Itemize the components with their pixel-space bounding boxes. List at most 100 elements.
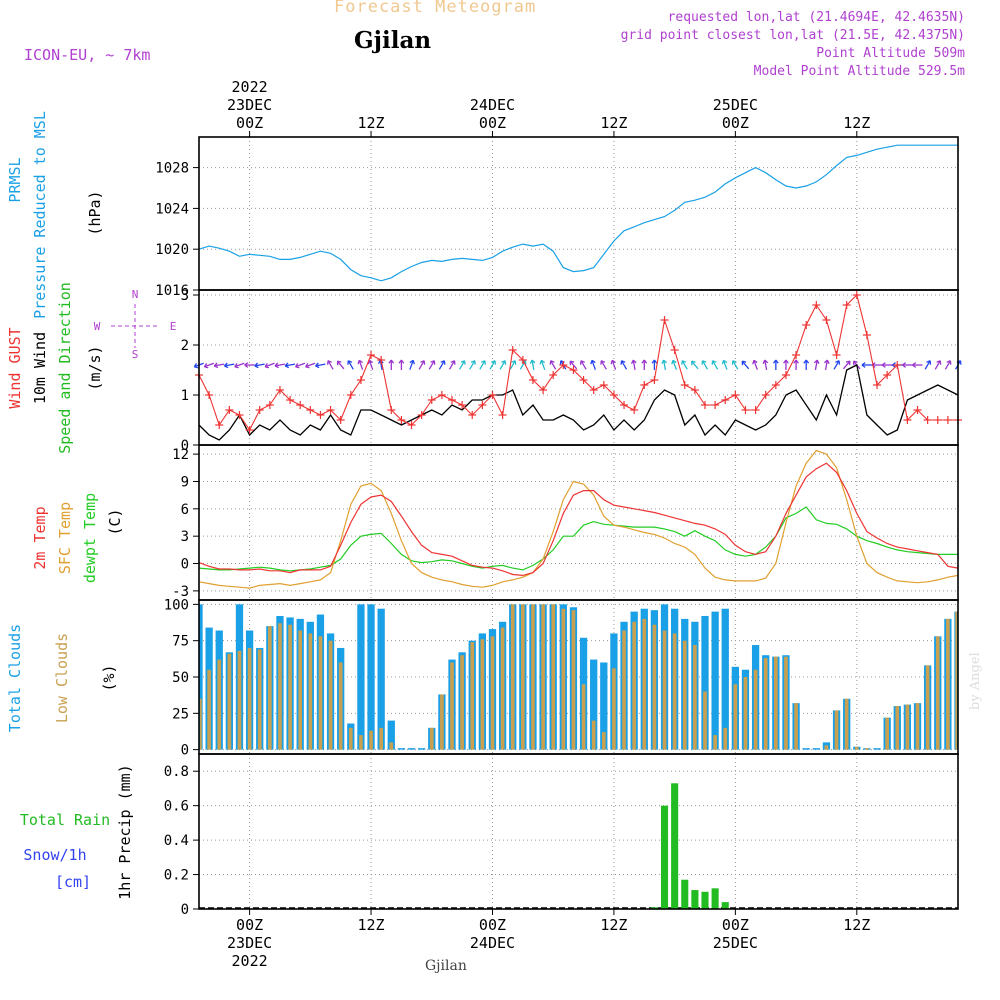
- low-clouds-bar: [794, 703, 798, 750]
- low-clouds-bar: [348, 727, 353, 750]
- bottom-time-label: 12Z: [843, 916, 870, 934]
- low-clouds-bar: [521, 604, 525, 750]
- low-clouds-bar: [824, 745, 829, 750]
- wind-direction-shaft: [934, 360, 941, 370]
- wind-gust-marker: [367, 351, 376, 359]
- wind-direction-arrow: [529, 359, 536, 371]
- wind-direction-shaft: [663, 359, 667, 371]
- pressure-line: [198, 144, 958, 282]
- total-clouds-label: Total Clouds: [6, 624, 24, 732]
- wind-gust-marker: [579, 376, 588, 384]
- wind-direction-shaft: [448, 360, 456, 370]
- low-clouds-bar: [652, 624, 657, 750]
- ytick-label: 25: [172, 706, 189, 722]
- wind-direction-head: [653, 359, 658, 364]
- panel-5: 0 0.2 0.4 0.6 0.8: [164, 754, 958, 918]
- wind-direction-arrow: [469, 360, 476, 370]
- wind-direction-head: [234, 363, 238, 368]
- wind-direction-arrow: [590, 359, 597, 370]
- ytick-label: 0: [181, 902, 189, 918]
- wind-gust-marker: [387, 406, 396, 414]
- sfc-temp-line: [198, 449, 959, 589]
- wind-gust-marker: [549, 371, 558, 379]
- wind-direction-head: [775, 359, 779, 364]
- total-clouds-bar: [407, 748, 416, 750]
- wind-direction-shaft: [824, 359, 828, 371]
- rain-bar: [681, 879, 689, 909]
- wind-direction-shaft: [234, 362, 245, 368]
- wind-direction-arrow: [569, 360, 578, 370]
- bottom-time-label: 00Z: [479, 916, 506, 934]
- wind-direction-arrow: [833, 360, 841, 370]
- low-clouds-bar: [713, 735, 717, 750]
- wind-direction-head: [795, 359, 799, 364]
- compass-rose: N W E S: [94, 288, 177, 361]
- wind-direction-head: [663, 359, 667, 364]
- top-time-label: 24DEC: [470, 96, 515, 114]
- wind-direction-shaft: [591, 360, 597, 370]
- wind-direction-arrow: [610, 359, 617, 370]
- wind-direction-arrow: [813, 359, 820, 371]
- wind-direction-shaft: [814, 359, 818, 371]
- wind-direction-arrow: [731, 360, 739, 370]
- wind-direction-shaft: [285, 363, 296, 367]
- wind-gust-marker: [417, 411, 426, 419]
- wind-direction-shaft: [600, 360, 607, 370]
- wind-direction-shaft: [358, 360, 364, 370]
- low-clouds-bar: [217, 659, 222, 750]
- wind-gust-marker: [508, 346, 517, 354]
- top-time-label: 12Z: [357, 114, 384, 132]
- wind-direction-arrow: [213, 362, 225, 369]
- wind-direction-arrow: [783, 359, 789, 370]
- wind-direction-head: [621, 360, 626, 363]
- ytick-label: 1020: [155, 242, 189, 258]
- header-requested: requested lon,lat (21.4694E, 42.4635N): [667, 10, 965, 25]
- wind-direction-head: [881, 362, 886, 366]
- wind-direction-arrow: [305, 362, 316, 369]
- precip-unit: 1hr Precip (mm): [116, 764, 134, 899]
- wind-direction-shaft: [632, 359, 636, 371]
- low-clouds-bar: [429, 727, 434, 750]
- wind-direction-arrow: [489, 360, 497, 370]
- compass-s: S: [132, 348, 139, 361]
- wind-direction-head: [691, 360, 696, 363]
- ytick-label: 0: [181, 438, 189, 454]
- wind-direction-shaft: [509, 360, 516, 370]
- wind-direction-shaft: [701, 360, 709, 370]
- ytick-label: 1: [181, 388, 189, 404]
- low-clouds-bar: [946, 618, 950, 750]
- wind-direction-head: [284, 362, 289, 367]
- temp-unit: (C): [106, 508, 124, 535]
- wind-direction-head: [785, 359, 789, 364]
- low-clouds-label: Low Clouds: [53, 633, 71, 723]
- wind-direction-shaft: [469, 360, 476, 370]
- low-clouds-bar: [561, 608, 566, 750]
- wind-direction-head: [861, 362, 866, 366]
- ytick-label: 50: [172, 670, 189, 686]
- wind-gust-marker: [751, 406, 760, 414]
- wind-direction-shaft: [274, 363, 285, 367]
- wind-direction-arrow: [641, 359, 648, 370]
- low-clouds-bar: [298, 630, 303, 750]
- wind-direction-arrow: [691, 360, 699, 370]
- low-clouds-bar: [237, 650, 242, 750]
- wind-direction-arrow: [620, 360, 628, 370]
- low-clouds-bar: [571, 610, 576, 750]
- wind-gust-marker: [690, 386, 699, 394]
- total-clouds-bar: [721, 608, 729, 750]
- wind-direction-arrow: [772, 359, 779, 370]
- low-clouds-bar: [257, 649, 262, 750]
- wind-direction-head: [681, 360, 687, 363]
- wind-direction-head: [254, 362, 259, 367]
- rain-bar: [711, 888, 719, 909]
- wind-direction-arrow: [741, 360, 750, 370]
- wind-direction-arrow: [347, 360, 354, 370]
- wind-gust-marker: [660, 316, 669, 324]
- wind-gust-marker: [265, 401, 274, 409]
- wind-gust-marker: [498, 411, 507, 419]
- low-clouds-bar: [915, 703, 920, 750]
- wind-direction-arrow: [549, 360, 557, 370]
- wind-direction-arrow: [428, 360, 436, 370]
- wind-direction-shaft: [295, 362, 306, 368]
